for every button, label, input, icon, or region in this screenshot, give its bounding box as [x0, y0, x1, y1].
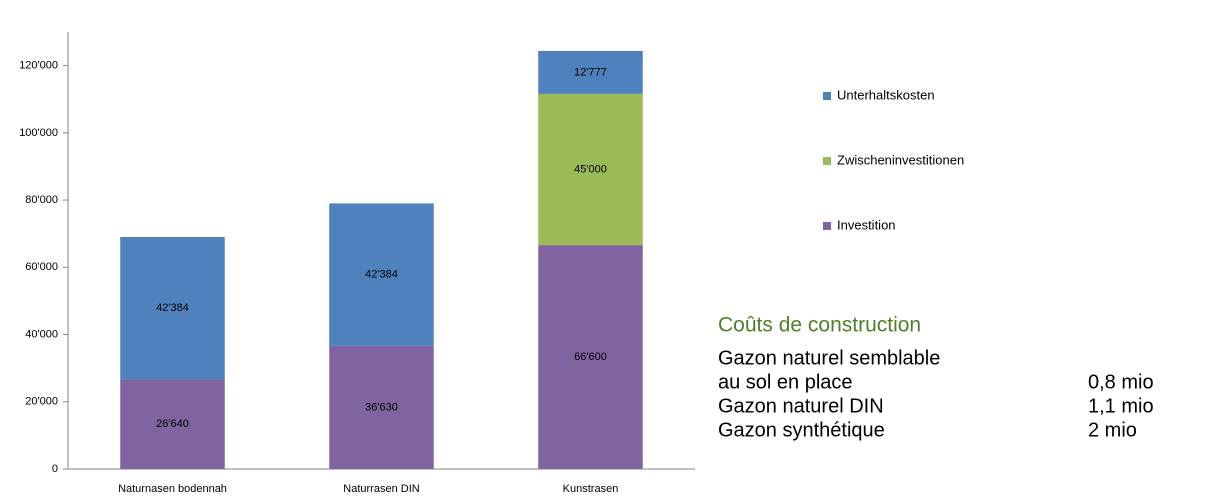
x-tick-label: Naturnasen bodennah: [118, 483, 227, 495]
value-label: 26'640: [156, 418, 189, 430]
note-label: Gazon synthétique: [718, 419, 885, 441]
y-tick-label: 60'000: [25, 261, 58, 273]
note-value: 0,8 mio: [1088, 371, 1154, 393]
bar-segment: [538, 93, 643, 246]
y-tick-label: 40'000: [25, 328, 58, 340]
legend-label: Investition: [837, 217, 896, 232]
value-label: 42'384: [156, 302, 189, 314]
y-tick-label: 100'000: [19, 127, 58, 139]
bar-segment: [120, 379, 225, 469]
y-tick-label: 80'000: [25, 194, 58, 206]
legend-swatch: [823, 157, 831, 165]
value-label: 36'630: [365, 401, 398, 413]
legend-label: Unterhaltskosten: [837, 87, 935, 102]
value-label: 45'000: [574, 163, 607, 175]
y-tick-label: 20'000: [25, 396, 58, 408]
note-label: Gazon naturel DIN: [718, 395, 884, 417]
note-value: 1,1 mio: [1088, 395, 1154, 417]
y-tick-label: 120'000: [19, 60, 58, 72]
x-tick-label: Kunstrasen: [563, 483, 619, 495]
value-label: 42'384: [365, 269, 398, 281]
bar-segment: [538, 245, 643, 469]
y-tick-label: 0: [52, 463, 58, 475]
bar-segment: [538, 50, 643, 94]
bar-segment: [120, 236, 225, 380]
note-value: 2 mio: [1088, 419, 1137, 441]
note-title: Coûts de construction: [718, 314, 921, 337]
x-tick-label: Naturrasen DIN: [343, 483, 419, 495]
legend-label: Zwischeninvestitionen: [837, 152, 964, 167]
note-label: Gazon naturel semblable: [718, 347, 940, 369]
bar-segment: [329, 345, 434, 469]
legend-swatch: [823, 92, 831, 100]
bar-segment: [329, 203, 434, 346]
note-label: au sol en place: [718, 371, 853, 393]
legend-swatch: [823, 222, 831, 230]
value-label: 66'600: [574, 351, 607, 363]
value-label: 12'777: [574, 66, 607, 78]
